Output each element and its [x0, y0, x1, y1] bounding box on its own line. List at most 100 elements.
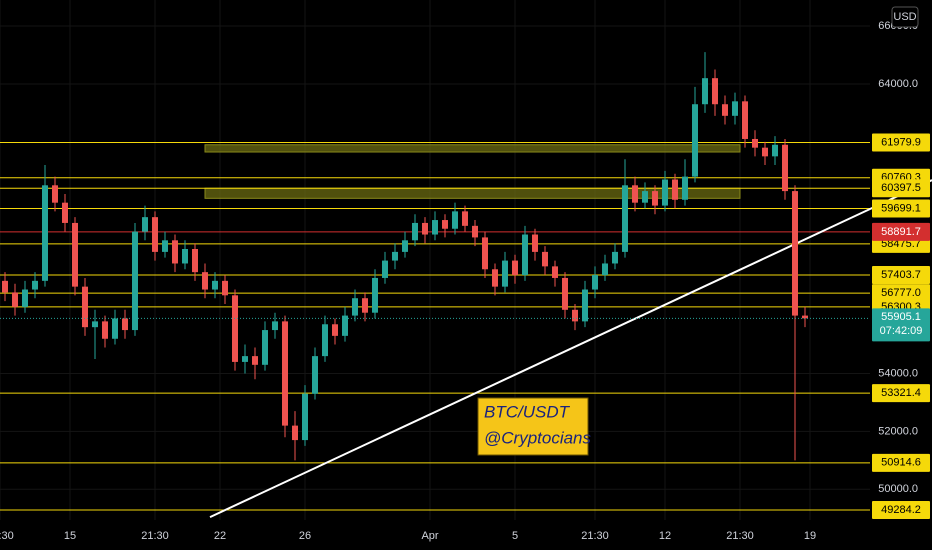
resistance-label-bg: [872, 222, 930, 241]
candle-body: [702, 78, 708, 105]
level-label: 56777.0: [881, 287, 921, 299]
candle-body: [372, 277, 378, 313]
zone: [204, 187, 741, 199]
y-tick-label: 64000.0: [878, 78, 918, 90]
candle-body: [722, 104, 728, 116]
candle-body: [122, 318, 128, 331]
candle-body: [802, 315, 808, 319]
candle-body: [202, 272, 208, 290]
candle-body: [782, 144, 788, 192]
candle-body: [622, 185, 628, 252]
candle-body: [742, 101, 748, 139]
candle-body: [272, 321, 278, 331]
candle-body: [452, 211, 458, 229]
countdown: 07:42:09: [880, 325, 923, 337]
candle-body: [302, 393, 308, 441]
candle-body: [102, 321, 108, 339]
level-label: 59699.1: [881, 202, 921, 214]
candle-body: [432, 220, 438, 235]
y-tick-label: 52000.0: [878, 425, 918, 437]
candle-body: [522, 234, 528, 276]
last-price: 55905.1: [881, 311, 921, 323]
level-label-bg: [872, 453, 930, 472]
last-price-bg: [872, 308, 930, 342]
annotation-text: @Cryptocians: [484, 428, 592, 447]
candle-body: [262, 330, 268, 365]
candle-body: [442, 220, 448, 229]
candle-body: [362, 298, 368, 313]
candle-body: [662, 179, 668, 206]
candle-body: [402, 240, 408, 252]
level-label: 50914.6: [881, 457, 921, 469]
candle-body: [762, 147, 768, 157]
y-tick-label: 50000.0: [878, 483, 918, 495]
x-tick-label: 21:30: [141, 530, 169, 542]
candle-body: [652, 191, 658, 206]
candle-body: [22, 289, 28, 307]
resistance-label: 58891.7: [881, 226, 921, 238]
candle-body: [462, 211, 468, 226]
annotation-text: BTC/USDT: [484, 402, 571, 421]
candle-body: [512, 260, 518, 276]
candle-body: [772, 144, 778, 157]
candle-body: [52, 185, 58, 203]
candle-body: [352, 298, 358, 316]
candle-body: [732, 101, 738, 116]
candle-body: [382, 260, 388, 278]
candle-body: [42, 185, 48, 281]
x-tick-label: 21:30: [581, 530, 609, 542]
candle-body: [2, 280, 8, 293]
candle-body: [482, 237, 488, 270]
candle-body: [582, 289, 588, 322]
candle-body: [232, 295, 238, 362]
candle-body: [82, 286, 88, 328]
annotation-box: [477, 397, 589, 456]
candle-body: [612, 251, 618, 264]
trendline: [209, 179, 932, 519]
candle-body: [222, 280, 228, 296]
x-tick-label: 22: [214, 530, 226, 542]
candle-body: [592, 275, 598, 290]
currency: USD: [893, 11, 916, 23]
x-tick-label: 21:30: [726, 530, 754, 542]
candle-body: [472, 225, 478, 238]
zone: [204, 144, 741, 153]
candle-body: [632, 185, 638, 203]
candle-body: [492, 269, 498, 287]
level-label-bg: [872, 179, 930, 198]
candle-body: [532, 234, 538, 252]
candle-body: [602, 263, 608, 276]
level-label: 61979.9: [881, 136, 921, 148]
x-tick-label: 12: [659, 530, 671, 542]
x-tick-label: 21:30: [0, 530, 14, 542]
candle-body: [142, 217, 148, 232]
candle-body: [692, 104, 698, 177]
level-label: 60397.5: [881, 182, 921, 194]
candle-body: [752, 138, 758, 148]
level-label: 53321.4: [881, 387, 921, 399]
candle-body: [562, 277, 568, 310]
candle-body: [422, 222, 428, 235]
x-tick-label: 26: [299, 530, 311, 542]
candle-body: [682, 176, 688, 200]
candle-body: [292, 425, 298, 441]
candle-body: [72, 222, 78, 287]
candle-body: [542, 251, 548, 267]
candle-body: [552, 266, 558, 278]
y-tick-label: 54000.0: [878, 367, 918, 379]
price-axis: 50000.052000.054000.064000.066000.061979…: [872, 6, 930, 520]
level-label-bg: [872, 133, 930, 152]
candle-body: [212, 280, 218, 290]
candle-body: [712, 78, 718, 105]
candle-body: [792, 191, 798, 316]
candle-body: [392, 251, 398, 261]
level-label: 49284.2: [881, 504, 921, 516]
x-tick-label: 15: [64, 530, 76, 542]
candle-body: [332, 324, 338, 336]
candle-body: [322, 324, 328, 357]
x-tick-label: 5: [512, 530, 518, 542]
candle-body: [92, 321, 98, 328]
candle-body: [112, 318, 118, 339]
x-tick-label: Apr: [421, 530, 438, 542]
